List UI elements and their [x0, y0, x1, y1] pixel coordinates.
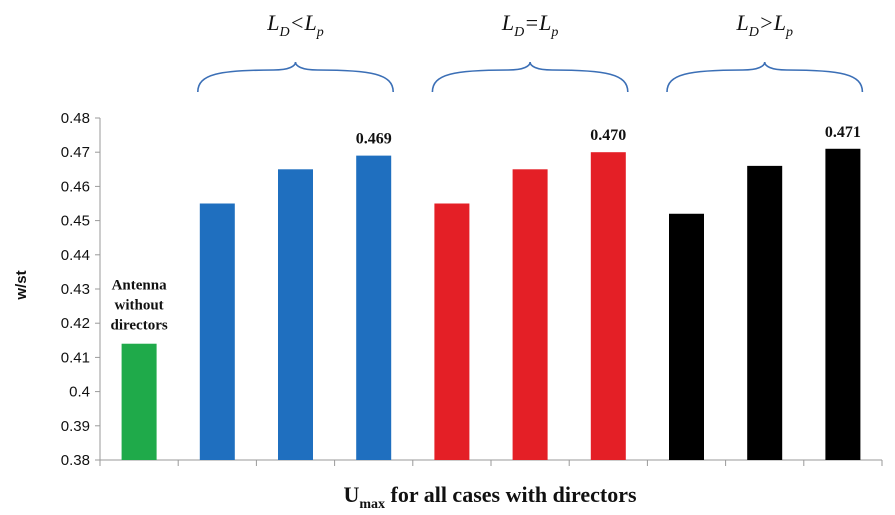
- group-label-part: =: [524, 10, 539, 35]
- group-label-part: L: [735, 10, 748, 35]
- y-tick-label: 0.38: [61, 452, 90, 469]
- group-brace: [431, 61, 629, 93]
- bar: [434, 203, 470, 460]
- y-tick-label: 0.45: [61, 213, 90, 230]
- group-label: LD=Lp: [501, 10, 558, 40]
- y-tick-label: 0.48: [61, 110, 90, 127]
- annotation-line: directors: [110, 318, 167, 334]
- x-axis: [99, 459, 883, 466]
- group-label-part: D: [748, 25, 759, 40]
- bar: [747, 165, 783, 460]
- group-label-part: p: [785, 25, 793, 40]
- y-tick-label: 0.46: [61, 178, 90, 195]
- group-label-part: L: [773, 10, 786, 35]
- annotation-line: Antenna: [112, 278, 168, 294]
- group-label-part: p: [316, 25, 324, 40]
- data-label: 0.469: [356, 131, 392, 148]
- data-label: 0.471: [825, 124, 861, 141]
- bar: [512, 169, 548, 461]
- bar: [356, 155, 392, 460]
- group-brace: [197, 61, 394, 93]
- group-label-part: >: [759, 10, 774, 35]
- y-tick-label: 0.39: [61, 418, 90, 435]
- bar: [278, 169, 313, 461]
- y-tick-label: 0.47: [61, 144, 90, 161]
- group-label-part: L: [266, 10, 279, 35]
- annotation-line: without: [115, 298, 164, 314]
- x-axis-label: Umax for all cases with directors: [343, 482, 637, 512]
- group-label: LD<Lp: [266, 10, 323, 40]
- data-label: 0.470: [590, 127, 626, 144]
- bar: [121, 343, 157, 460]
- bar: [825, 148, 861, 460]
- group-label-part: D: [279, 25, 290, 40]
- data-labels: 0.469 0.470 0.471 Antenna without directors: [110, 124, 860, 334]
- y-tick-label: 0.43: [61, 281, 90, 298]
- group-braces: LD<Lp LD=Lp LD>Lp: [197, 10, 864, 93]
- group-label-part: p: [550, 25, 558, 40]
- y-tick-label: 0.42: [61, 315, 90, 332]
- y-tick-label: 0.41: [61, 349, 90, 366]
- bar: [199, 203, 235, 460]
- group-label: LD>Lp: [735, 10, 792, 40]
- group-brace: [666, 61, 864, 93]
- y-tick-label: 0.44: [61, 247, 90, 264]
- group-label-part: D: [513, 25, 524, 40]
- y-axis-label: w/st: [13, 270, 30, 300]
- group-label-part: <: [290, 10, 305, 35]
- group-label-part: L: [501, 10, 514, 35]
- bar: [669, 213, 704, 460]
- bar: [590, 152, 626, 460]
- y-tick-label: 0.4: [69, 384, 90, 401]
- group-label-part: L: [538, 10, 551, 35]
- bar-series: [121, 148, 861, 461]
- y-axis: 0.38 0.39 0.4 0.41 0.42 0.43 0.44 0.45 0.46 0.47 0…: [61, 110, 101, 469]
- group-label-part: L: [303, 10, 316, 35]
